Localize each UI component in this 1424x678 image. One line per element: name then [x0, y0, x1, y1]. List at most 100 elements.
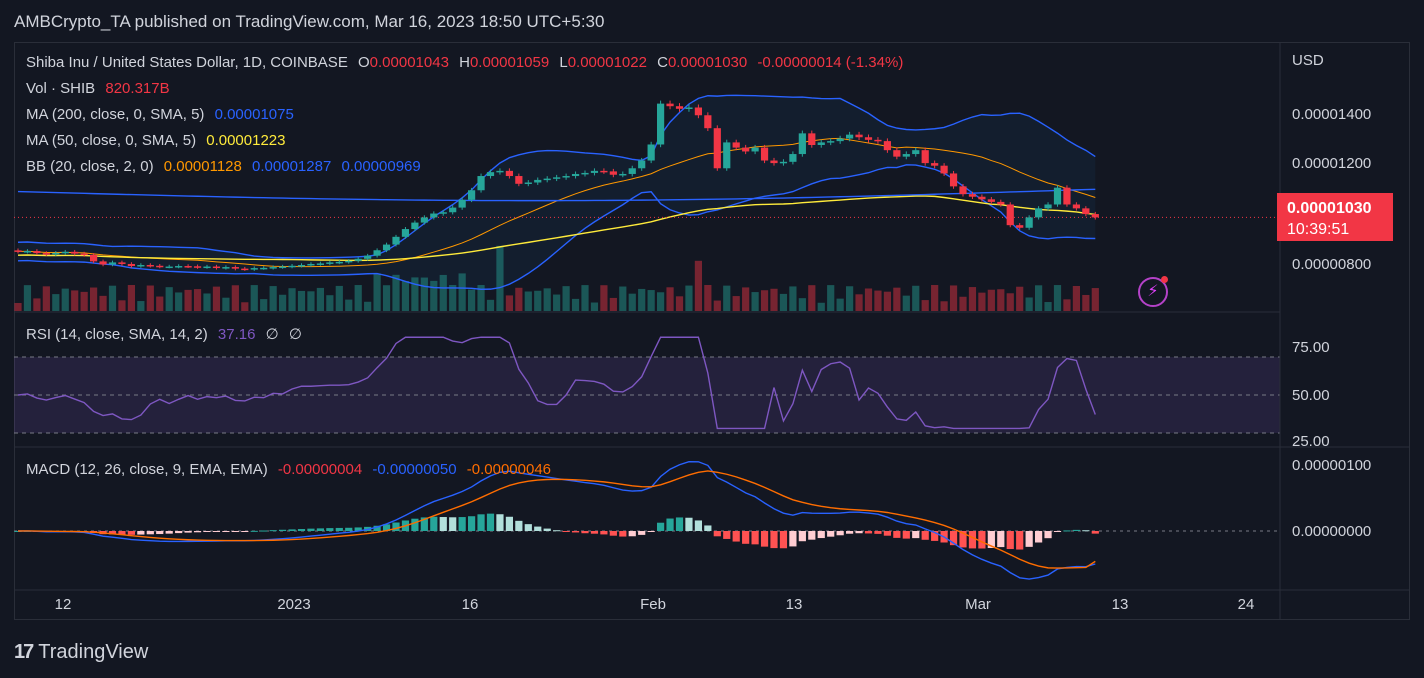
candle-body [779, 161, 788, 164]
volume-bar [61, 288, 69, 311]
macd-histogram-bar [553, 530, 561, 532]
candle-body [732, 142, 740, 148]
volume-bar [524, 291, 532, 311]
volume-bar [694, 260, 702, 311]
candle-body [704, 115, 712, 129]
macd-histogram-bar [430, 516, 438, 531]
volume-bar [222, 297, 230, 311]
volume-bar [817, 302, 825, 311]
candle-body [156, 265, 164, 268]
volume-bar [1082, 294, 1090, 311]
volume-bar [808, 285, 816, 311]
rsi-tick: 50.00 [1292, 387, 1330, 404]
volume-bar [553, 294, 561, 311]
rsi-pane [14, 336, 1280, 434]
macd-histogram-bar [345, 527, 353, 531]
candle-body [316, 263, 324, 265]
macd-histogram-bar [723, 531, 731, 539]
macd-histogram-bar [382, 524, 391, 531]
candle-body [80, 253, 88, 256]
macd-histogram-bar [1053, 531, 1062, 532]
volume-bar [1072, 285, 1080, 311]
candle-body [354, 258, 362, 261]
macd-histogram-bar [675, 517, 684, 531]
macd-histogram-bar [193, 531, 202, 533]
ma50-label: MA (50, close, 0, SMA, 5) [26, 132, 197, 149]
bb-label: BB (20, close, 2, 0) [26, 158, 154, 175]
x-tick: 16 [461, 596, 479, 613]
macd-tick: 0.00000000 [1292, 523, 1372, 540]
candle-body [874, 139, 882, 142]
volume-bar [921, 300, 929, 311]
candle-body [1053, 187, 1062, 205]
volume-bar [156, 296, 164, 311]
volume-bar [1016, 286, 1024, 311]
candle-body [921, 150, 929, 164]
candle-body [789, 154, 797, 162]
x-tick: Mar [965, 596, 991, 613]
lightning-icon[interactable]: ⚡ [1138, 277, 1168, 307]
candle-body [477, 176, 485, 191]
volume-bar [212, 286, 221, 311]
macd-histogram-bar [1044, 531, 1052, 539]
macd-histogram-bar [118, 531, 126, 535]
volume-bar [231, 285, 239, 311]
candle-body [798, 133, 806, 155]
volume-bar [827, 285, 835, 311]
volume-bar [732, 296, 740, 311]
volume-bar [373, 273, 381, 311]
candle-body [1044, 204, 1052, 209]
ma50-line [17, 195, 1096, 262]
candle-body [515, 176, 523, 184]
volume-bar [165, 287, 173, 311]
tradingview-brand[interactable]: 17 TradingView [14, 641, 148, 664]
volume-bar [959, 296, 967, 311]
volume-bar [458, 273, 466, 311]
close-label: C [657, 54, 668, 71]
publish-info: AMBCrypto_TA published on TradingView.co… [14, 12, 605, 31]
macd-histogram-bar [798, 531, 806, 542]
volume-bar [439, 274, 447, 311]
candle-body [90, 254, 98, 262]
macd-histogram-bar [165, 531, 173, 534]
candle-body [590, 170, 599, 173]
low-value: 0.00001022 [567, 54, 647, 71]
open-label: O [358, 54, 370, 71]
candle-body [836, 138, 844, 142]
volume-bar [99, 295, 107, 311]
candle-body [770, 160, 778, 164]
bb-upper-line [17, 94, 1096, 259]
volume-bar [326, 295, 334, 311]
volume-bar [401, 281, 410, 311]
bb-basis-value: 0.00001128 [163, 158, 242, 175]
macd-histogram-bar [808, 531, 816, 540]
macd-histogram-bar [883, 531, 891, 536]
legend-macd: MACD (12, 26, close, 9, EMA, EMA) -0.000… [26, 461, 557, 478]
candle-body [52, 252, 60, 255]
volume-bar [307, 291, 315, 311]
candle-body [940, 165, 948, 174]
candle-body [439, 212, 447, 214]
volume-bar [80, 291, 88, 311]
volume-bar [354, 285, 362, 311]
macd-histogram-bar [912, 531, 920, 539]
candle-body [505, 170, 513, 177]
macd-histogram-bar [1072, 529, 1080, 531]
volume-bar [855, 294, 863, 311]
macd-histogram-bar [987, 531, 995, 548]
volume-bar [1035, 285, 1043, 311]
candle-body [288, 265, 296, 268]
volume-bar [590, 302, 599, 311]
volume-label: Vol · SHIB [26, 80, 96, 97]
macd-histogram-bar [1006, 531, 1014, 550]
candle-body [685, 107, 693, 109]
volume-bar [685, 285, 693, 311]
macd-histogram-bar [789, 531, 797, 547]
macd-tick: 0.00000100 [1292, 457, 1372, 474]
legend-bb: BB (20, close, 2, 0) 0.00001128 0.000012… [26, 158, 427, 175]
candle-body [987, 199, 995, 202]
volume-bar [968, 287, 977, 311]
candle-body [846, 134, 854, 139]
candle-body [600, 170, 608, 173]
